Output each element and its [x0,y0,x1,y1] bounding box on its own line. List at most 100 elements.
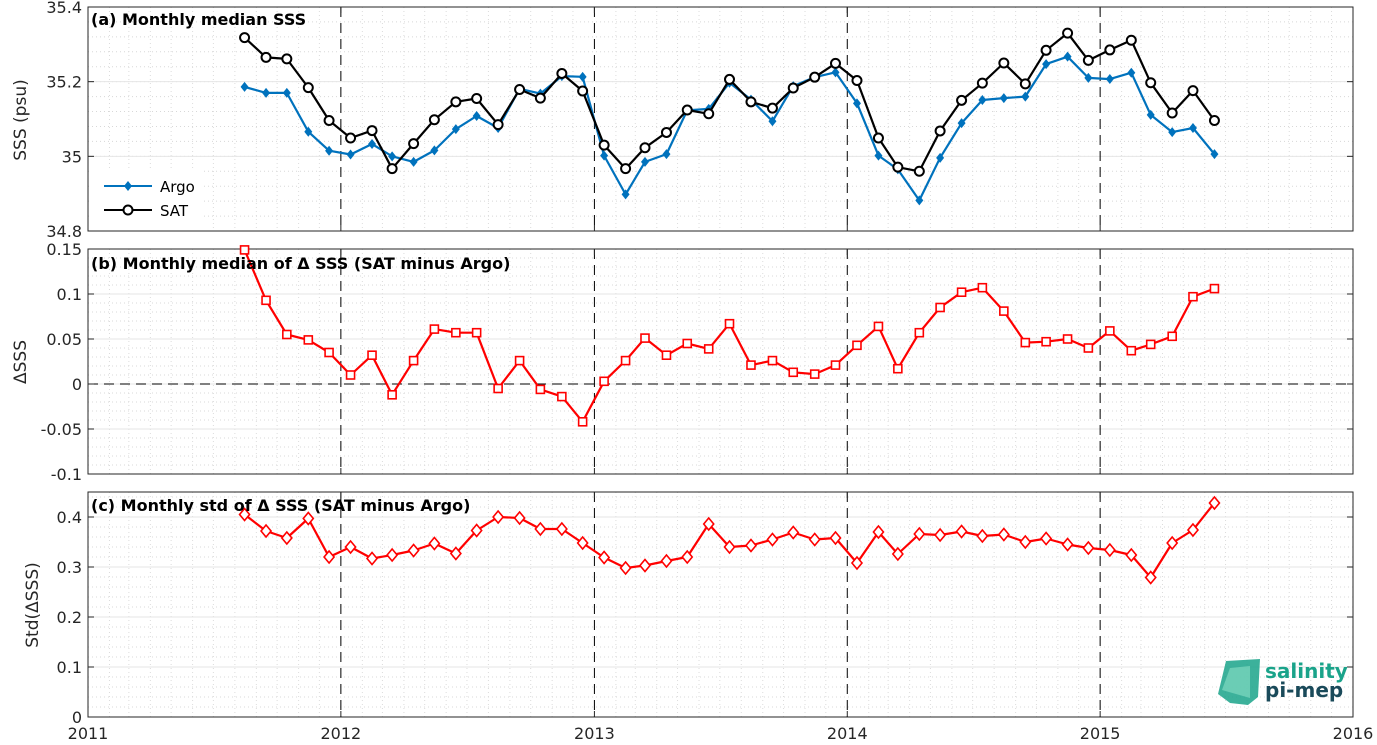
data-point [493,383,503,394]
panel-c-ylabel: Std(ΔSSS) [23,562,43,648]
axes-frame [87,248,1354,475]
data-point [1061,537,1074,552]
data-point [238,507,251,522]
data-point [852,98,861,109]
data-point [766,102,778,114]
data-point [1167,331,1177,342]
data-point [1166,107,1178,119]
data-point [998,57,1010,69]
data-point [1040,44,1052,56]
data-point [956,94,968,106]
data-point [702,516,715,532]
data-point [724,73,736,85]
data-point [451,124,460,135]
data-point [1208,495,1221,511]
data-point [1145,77,1157,89]
data-point [1040,531,1053,546]
data-point [1166,535,1179,551]
data-point [1125,34,1137,46]
y-tick-label: -0.1 [51,465,82,484]
y-tick-label: -0.05 [41,420,82,439]
data-point [852,340,862,351]
data-point [681,104,693,116]
grid-layer [88,6,1353,718]
data-point [915,195,924,206]
data-point [638,558,652,573]
data-point [872,132,884,144]
data-point [787,82,799,94]
data-point [556,67,568,79]
data-point [744,538,758,553]
data-point [997,527,1010,542]
data-point [599,376,609,387]
data-point [831,67,840,78]
data-point [388,151,397,162]
data-point [809,369,820,379]
legend-label-argo: Argo [160,178,195,196]
x-tick-label: 2013 [574,724,615,743]
data-point [788,367,799,378]
data-point [640,333,650,343]
data-point [471,327,482,338]
data-point [323,114,335,126]
y-tick-label: 35.2 [46,73,82,92]
logo-line1: salinity [1265,659,1348,683]
y-tick-label: 34.8 [46,222,82,241]
data-point [281,53,293,65]
data-point [660,126,672,138]
data-point [977,282,988,293]
data-point [936,152,945,163]
y-tick-label: 0.4 [57,508,82,527]
y-tick-label: 0 [72,375,82,394]
data-point [1019,78,1031,90]
data-point [620,355,631,366]
data-point [346,149,355,160]
panel-b-title: (b) Monthly median of Δ SSS (SAT minus A… [91,254,510,273]
data-point [345,132,357,144]
data-point [640,156,649,167]
data-point [302,82,314,94]
y-tick-label: 0.15 [46,240,82,259]
data-point [639,142,651,154]
data-point [661,350,672,361]
data-point [1146,109,1155,120]
data-point [1082,540,1095,556]
axes-frames [87,6,1354,718]
legend: Argo SAT [92,170,202,228]
data-point [768,116,777,127]
data-point [872,524,885,540]
data-point [829,530,842,546]
data-point [1105,326,1115,336]
data-point [1084,72,1093,83]
data-point [619,560,632,576]
data-point [428,536,441,551]
data-point [325,145,334,156]
data-point [935,302,945,313]
data-point [934,527,947,543]
data-point [724,318,735,329]
data-point [576,535,589,551]
data-point [302,511,315,526]
legend-marker-sat [122,204,134,216]
data-point [913,526,926,542]
y-tick-label: 0.3 [57,558,82,577]
data-point [366,125,378,137]
data-point [1168,127,1177,138]
data-point [723,539,736,555]
data-point [344,539,357,555]
y-tick-label: 0.2 [57,608,82,627]
data-point [449,546,462,561]
x-tick-label: 2012 [321,724,362,743]
data-point [514,84,526,96]
data-point [1019,534,1032,550]
data-point [851,75,863,87]
data-point [1125,547,1138,563]
data-point [1105,74,1114,85]
data-point [514,355,525,366]
data-point [387,389,397,400]
data-point [892,161,904,173]
data-point [1104,44,1116,56]
data-point [367,350,377,361]
x-tick-label: 2014 [827,724,868,743]
data-point [893,363,903,374]
